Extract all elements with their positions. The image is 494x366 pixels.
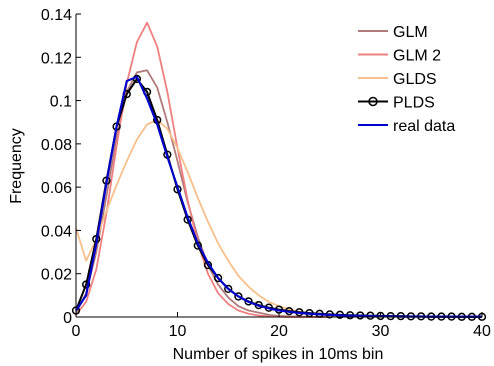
x-tick-label: 30 xyxy=(372,323,390,340)
y-tick-label: 0.14 xyxy=(41,7,72,24)
data-point xyxy=(82,280,91,289)
axes-layer: 0 10 20 30 40 0 0.02 0.04 0.06 0.08 0.1 0.12 0.14 xyxy=(41,7,491,340)
series-layer xyxy=(71,21,487,321)
x-tick-label: 20 xyxy=(270,323,288,340)
data-point xyxy=(213,273,223,283)
legend-label: GLM 2 xyxy=(393,48,441,65)
y-axis-title: Frequency xyxy=(8,128,25,204)
data-point xyxy=(244,297,253,306)
x-tick-label: 40 xyxy=(473,323,491,340)
y-tick-label: 0.12 xyxy=(41,50,72,67)
x-tick-label: 10 xyxy=(169,323,187,340)
y-tick-label: 0 xyxy=(63,310,72,327)
legend-label: GLDS xyxy=(393,71,437,88)
y-tick-label: 0.1 xyxy=(50,94,72,111)
data-point xyxy=(234,292,243,301)
y-tick-label: 0.08 xyxy=(41,137,72,154)
data-point xyxy=(224,284,233,294)
y-tick-label: 0.06 xyxy=(41,180,72,197)
x-tick-label: 0 xyxy=(72,323,81,340)
legend-label: GLM xyxy=(393,24,428,41)
x-axis-title: Number of spikes in 10ms bin xyxy=(173,346,384,363)
y-tick-label: 0.02 xyxy=(41,267,72,284)
legend: GLM GLM 2 GLDS PLDS real data xyxy=(358,24,455,135)
legend-marker xyxy=(368,96,378,107)
legend-label: PLDS xyxy=(393,95,435,112)
y-tick-label: 0.04 xyxy=(41,223,72,240)
legend-label: real data xyxy=(393,118,455,135)
